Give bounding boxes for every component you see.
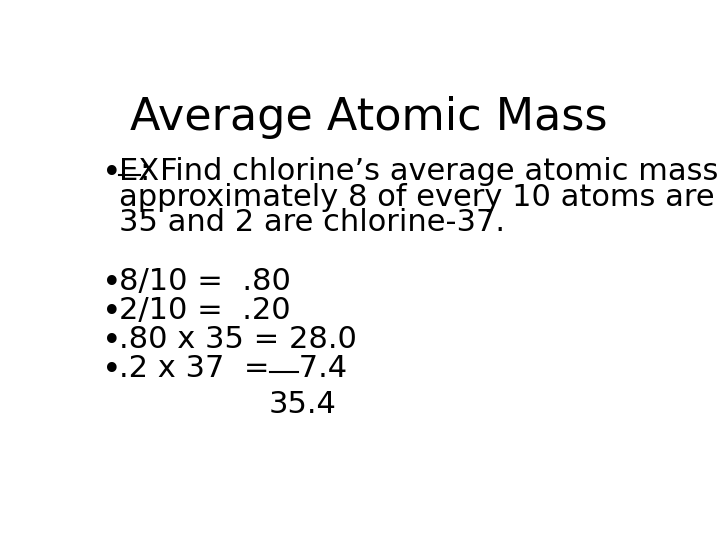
Text: •: •: [102, 354, 122, 387]
Text: : Find chlorine’s average atomic mass if: : Find chlorine’s average atomic mass if: [140, 157, 720, 186]
Text: EX: EX: [120, 157, 160, 186]
Text: 8/10 =  .80: 8/10 = .80: [120, 267, 292, 295]
Text: •: •: [102, 267, 122, 300]
Text: .80 x 35 = 28.0: .80 x 35 = 28.0: [120, 325, 357, 354]
Text: •: •: [102, 325, 122, 358]
Text: approximately 8 of every 10 atoms are chlorine-: approximately 8 of every 10 atoms are ch…: [120, 183, 720, 212]
Text: Average Atomic Mass: Average Atomic Mass: [130, 96, 608, 139]
Text: 35.4: 35.4: [269, 390, 336, 418]
Text: 2/10 =  .20: 2/10 = .20: [120, 296, 291, 325]
Text: .2 x 37  =   7.4: .2 x 37 = 7.4: [120, 354, 348, 383]
Text: 35 and 2 are chlorine-37.: 35 and 2 are chlorine-37.: [120, 208, 505, 237]
Text: •: •: [102, 157, 122, 190]
Text: •: •: [102, 296, 122, 329]
